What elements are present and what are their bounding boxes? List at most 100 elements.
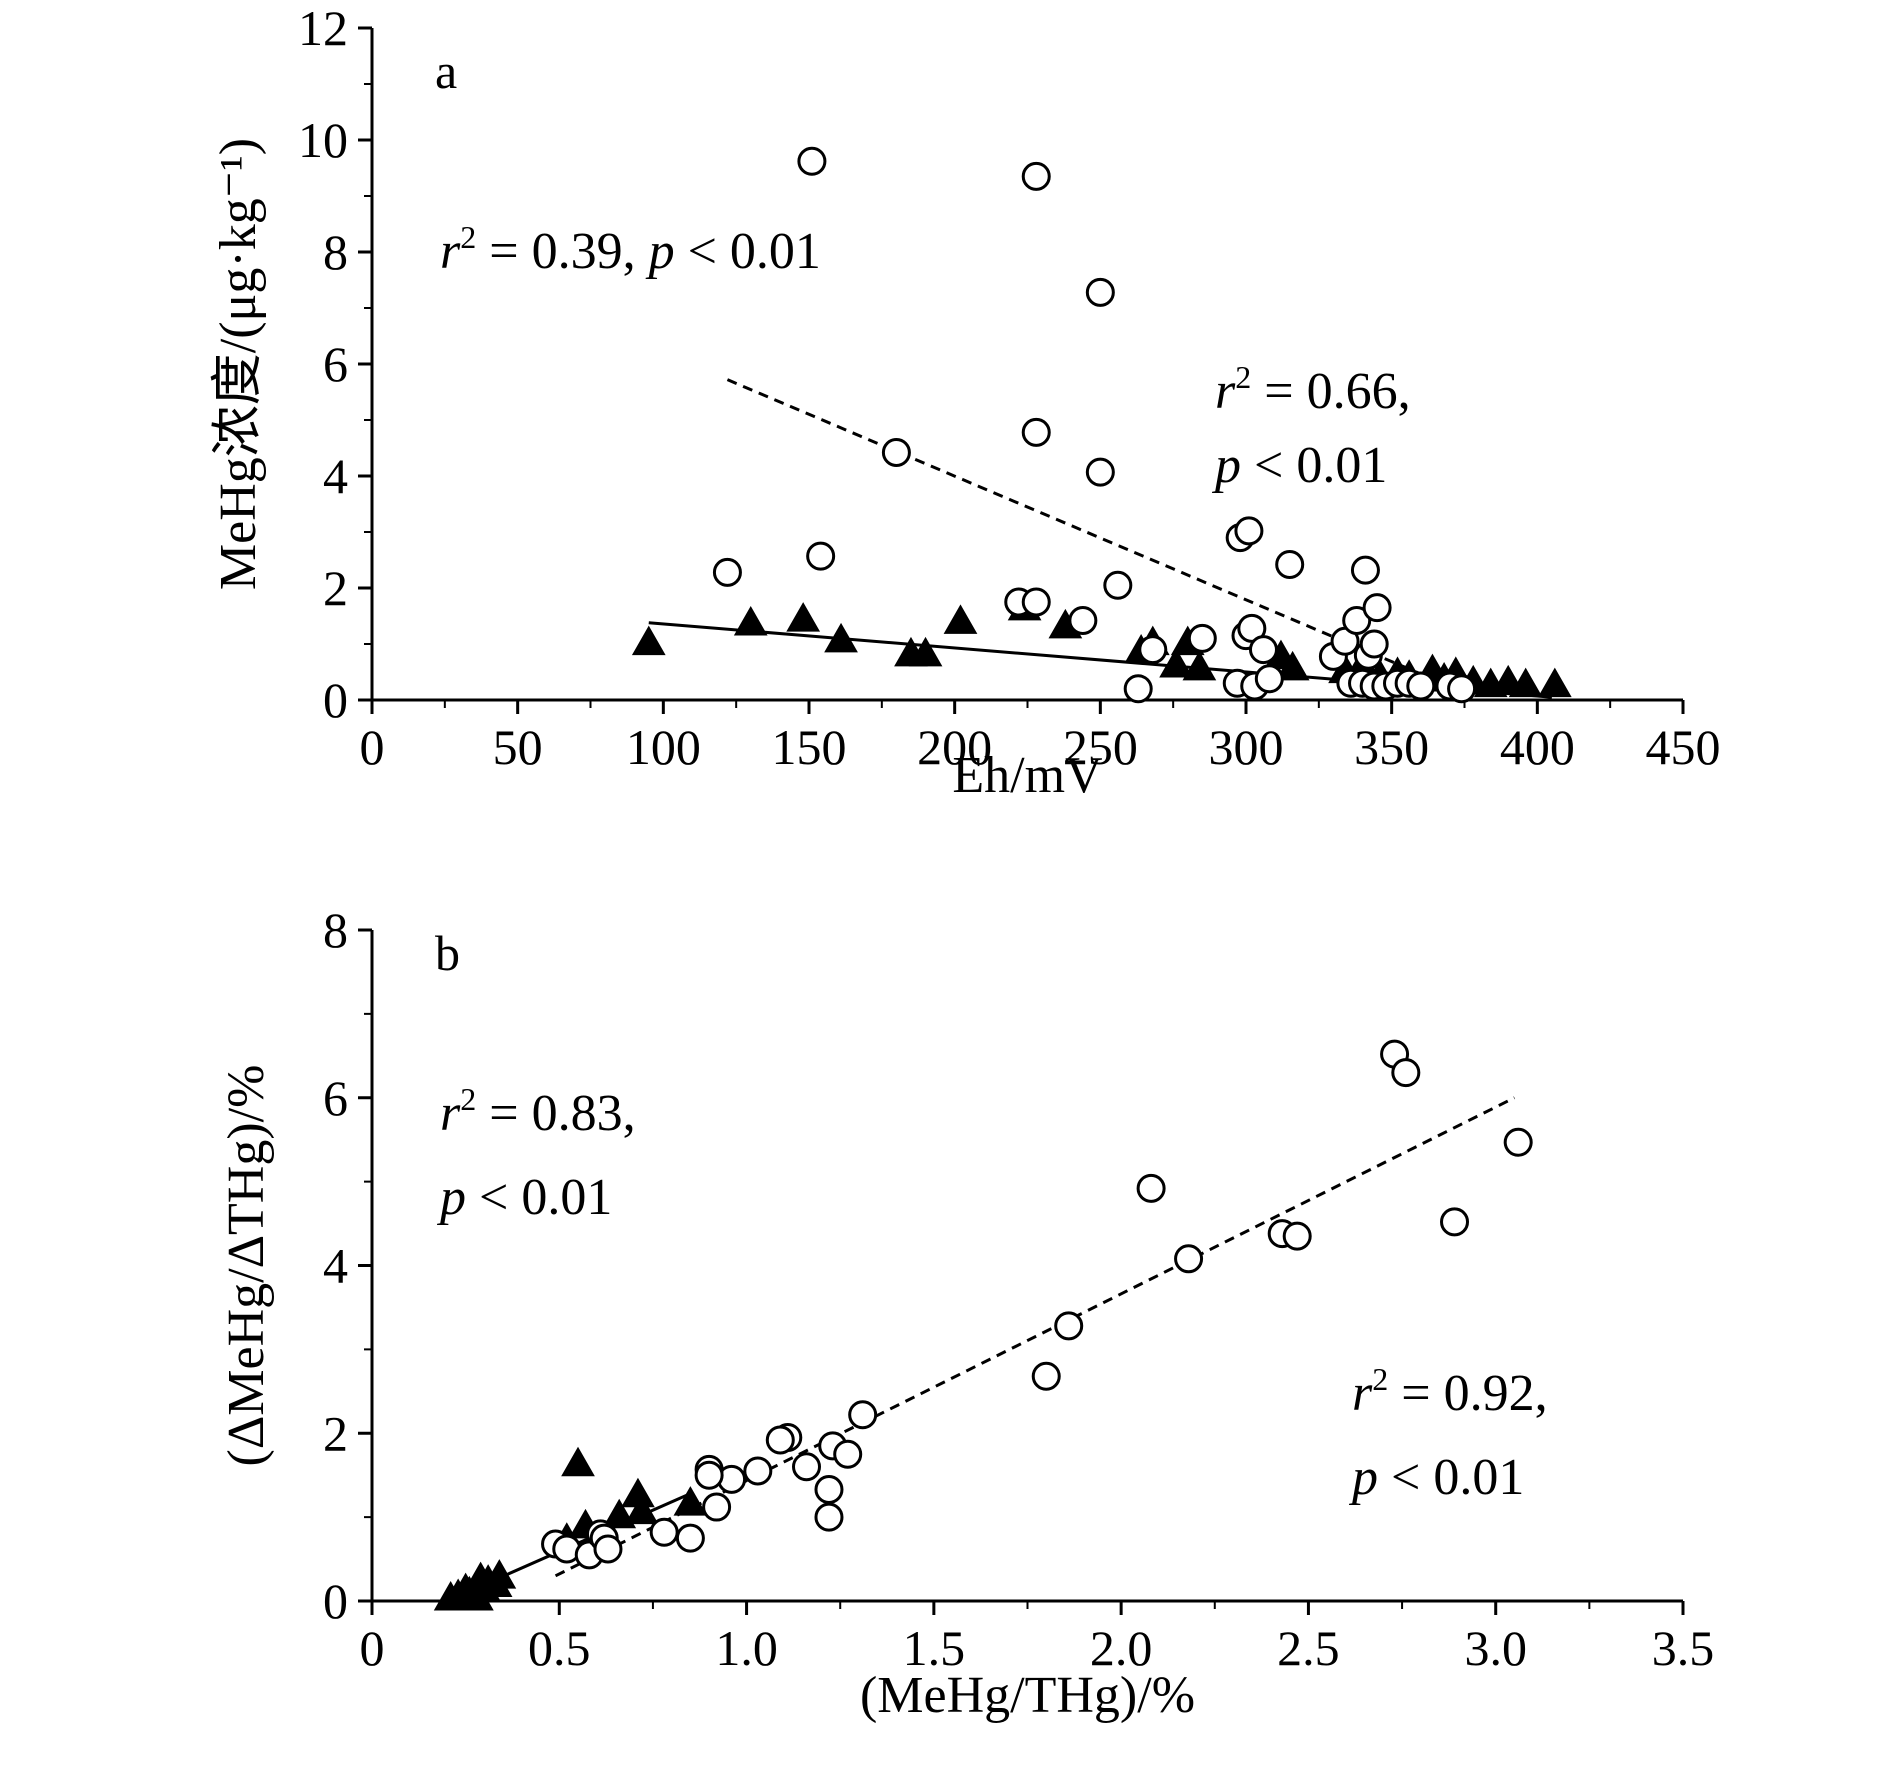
data-point-circle <box>1503 1127 1533 1157</box>
data-point-circle <box>743 1456 773 1486</box>
panel-a: 0 50 100 150 200 250 300 350 400 450 0 2 4 6 8 10 12 Eh/m… <box>210 0 1721 804</box>
y-tick-label: 6 <box>323 1070 348 1126</box>
data-point-circle <box>1342 605 1372 635</box>
y-tick-label: 8 <box>323 224 348 280</box>
data-point-circle <box>833 1439 863 1469</box>
data-point-triangle <box>624 1494 659 1525</box>
y-tick-label: 10 <box>298 112 348 168</box>
data-point-circle <box>1359 629 1389 659</box>
data-point-circle <box>1085 277 1115 307</box>
data-point-circle <box>1174 1244 1204 1274</box>
y-tick-label: 2 <box>323 560 348 616</box>
stat-annotation: r2 = 0.66, <box>1215 359 1411 420</box>
panel-b: 0 0.5 1.0 1.5 2.0 2.5 3.0 3.5 0 2 4 6 8 (MeHg/THg)/% (… <box>218 902 1714 1724</box>
data-point-circle <box>881 437 911 467</box>
x-tick-label: 350 <box>1354 719 1429 775</box>
data-point-circle <box>712 557 742 587</box>
x-tick-label: 0 <box>360 1620 385 1676</box>
x-tick-label: 0 <box>360 719 385 775</box>
data-point-circle <box>797 146 827 176</box>
x-axis-title: (MeHg/THg)/% <box>860 1667 1195 1724</box>
x-tick-label: 150 <box>772 719 847 775</box>
data-point-triangle <box>1508 667 1543 698</box>
data-point-circle <box>1447 674 1477 704</box>
data-point-circle <box>806 541 836 571</box>
data-point-triangle <box>1159 648 1193 678</box>
panel-letter: a <box>435 43 457 99</box>
y-tick-label: 4 <box>323 448 348 504</box>
data-point-triangle <box>908 636 943 667</box>
data-point-circle <box>1350 555 1380 585</box>
x-tick-label: 50 <box>493 719 543 775</box>
x-tick-label: 2.0 <box>1090 1620 1153 1676</box>
data-point-circle <box>1406 671 1436 701</box>
data-point-triangle <box>1537 667 1572 698</box>
x-axis-title: Eh/mV <box>952 747 1102 804</box>
data-point-triangle <box>733 606 768 636</box>
data-point-triangle <box>786 602 821 632</box>
data-point-circle <box>1021 587 1051 617</box>
data-point-circle <box>1021 417 1051 447</box>
data-point-triangle <box>463 1561 498 1592</box>
stat-annotation: p < 0.01 <box>1211 437 1387 494</box>
data-point-circle <box>814 1474 844 1504</box>
data-point-circle <box>792 1452 822 1482</box>
data-point-circle <box>1031 1361 1061 1391</box>
panel-letter: b <box>435 925 460 981</box>
data-point-circle <box>1138 635 1168 665</box>
stat-annotation: p < 0.01 <box>1348 1449 1524 1506</box>
x-tick-label: 400 <box>1500 719 1575 775</box>
data-point-circle <box>1187 623 1217 653</box>
data-point-circle <box>1085 457 1115 487</box>
data-point-circle <box>1103 570 1133 600</box>
data-point-triangle <box>824 622 858 653</box>
data-point-circle <box>1054 1311 1084 1341</box>
x-tick-label: 450 <box>1646 719 1721 775</box>
data-point-circle <box>1275 549 1305 579</box>
data-point-triangle <box>1275 650 1310 681</box>
data-point-circle <box>649 1517 679 1547</box>
y-tick-label: 6 <box>323 336 348 392</box>
data-point-circle <box>593 1534 623 1564</box>
y-axis-title: (ΔMeHg/ΔTHg)/% <box>218 1065 275 1467</box>
data-point-triangle <box>602 1498 637 1529</box>
x-tick-label: 200 <box>917 719 992 775</box>
stat-annotation: r2 = 0.83, <box>440 1081 636 1142</box>
data-point-circle <box>1362 593 1392 623</box>
data-point-circle <box>1282 1221 1312 1251</box>
x-tick-label: 0.5 <box>528 1620 591 1676</box>
data-point-triangle <box>631 625 666 656</box>
y-tick-label: 2 <box>323 1405 348 1461</box>
x-tick-label: 1.5 <box>903 1620 966 1676</box>
data-point-circle <box>1136 1173 1166 1203</box>
data-point-circle <box>848 1400 878 1430</box>
data-point-circle <box>1234 516 1264 546</box>
stat-annotation: p < 0.01 <box>436 1169 612 1226</box>
x-tick-label: 1.0 <box>715 1620 778 1676</box>
fit-line-dashed <box>726 378 1457 691</box>
data-point-circle <box>1123 674 1153 704</box>
stat-annotation: r2 = 0.92, <box>1352 1361 1548 1422</box>
data-point-triangle <box>561 1446 595 1477</box>
x-tick-label: 250 <box>1063 719 1138 775</box>
stat-annotation: r2 = 0.39, p < 0.01 <box>440 219 821 280</box>
y-tick-label: 12 <box>298 0 348 56</box>
y-tick-label: 8 <box>323 902 348 958</box>
data-point-triangle <box>673 1486 708 1516</box>
x-tick-label: 3.0 <box>1464 1620 1527 1676</box>
data-point-circle <box>1248 635 1278 665</box>
x-tick-label: 100 <box>626 719 701 775</box>
data-point-circle <box>814 1502 844 1532</box>
data-point-triangle <box>943 604 978 634</box>
data-point-circle <box>765 1425 795 1455</box>
data-point-circle <box>1021 161 1051 191</box>
y-tick-label: 0 <box>323 672 348 728</box>
data-point-triangle <box>1182 650 1217 681</box>
y-axis-title: MeHg浓度/(μg·kg⁻¹) <box>210 138 267 590</box>
data-point-circle <box>1068 605 1098 635</box>
x-tick-label: 300 <box>1209 719 1284 775</box>
x-tick-label: 2.5 <box>1277 1620 1340 1676</box>
data-point-triangle <box>433 1580 468 1611</box>
y-tick-label: 0 <box>323 1573 348 1629</box>
